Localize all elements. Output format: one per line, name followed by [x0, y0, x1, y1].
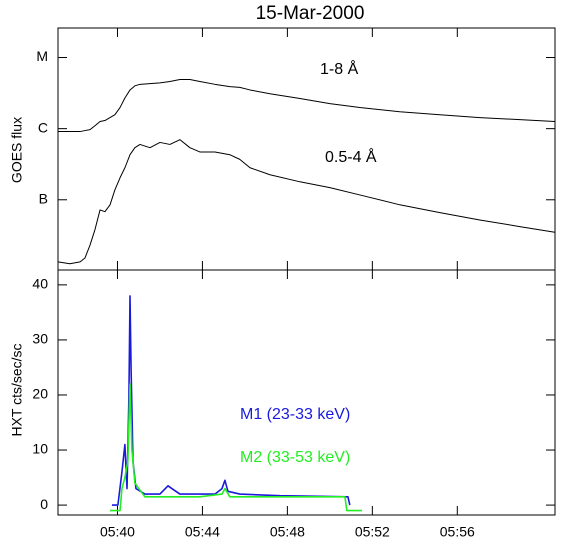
- y-tick-label: B: [39, 190, 48, 206]
- x-tick-label: 05:44: [185, 524, 220, 540]
- y-tick-label: 40: [32, 276, 48, 292]
- series-line: [110, 383, 362, 512]
- y-tick-label: C: [38, 119, 48, 135]
- plot-frame: [57, 27, 556, 516]
- y-tick-label: 20: [32, 386, 48, 402]
- series-label: M1 (23-33 keV): [240, 406, 350, 423]
- chart-title: 15-Mar-2000: [256, 3, 365, 24]
- y-axis-label: HXT cts/sec/sc: [9, 343, 25, 436]
- y-tick-label: 10: [32, 441, 48, 457]
- series-label: 0.5-4 Å: [325, 147, 377, 166]
- y-tick-label: 30: [32, 331, 48, 347]
- y-tick-label: 0: [40, 496, 48, 512]
- series-label: M2 (33-53 keV): [240, 449, 350, 466]
- x-tick-label: 05:52: [355, 524, 390, 540]
- series-line: [57, 139, 555, 265]
- y-tick-label: M: [36, 48, 48, 64]
- series-line: [111, 295, 351, 506]
- y-axis-label: GOES flux: [9, 117, 25, 183]
- series-label: 1-8 Å: [320, 59, 359, 78]
- x-tick-label: 05:48: [270, 524, 305, 540]
- x-tick-label: 05:40: [100, 524, 135, 540]
- series-line: [58, 79, 555, 133]
- x-tick-label: 05:56: [440, 524, 475, 540]
